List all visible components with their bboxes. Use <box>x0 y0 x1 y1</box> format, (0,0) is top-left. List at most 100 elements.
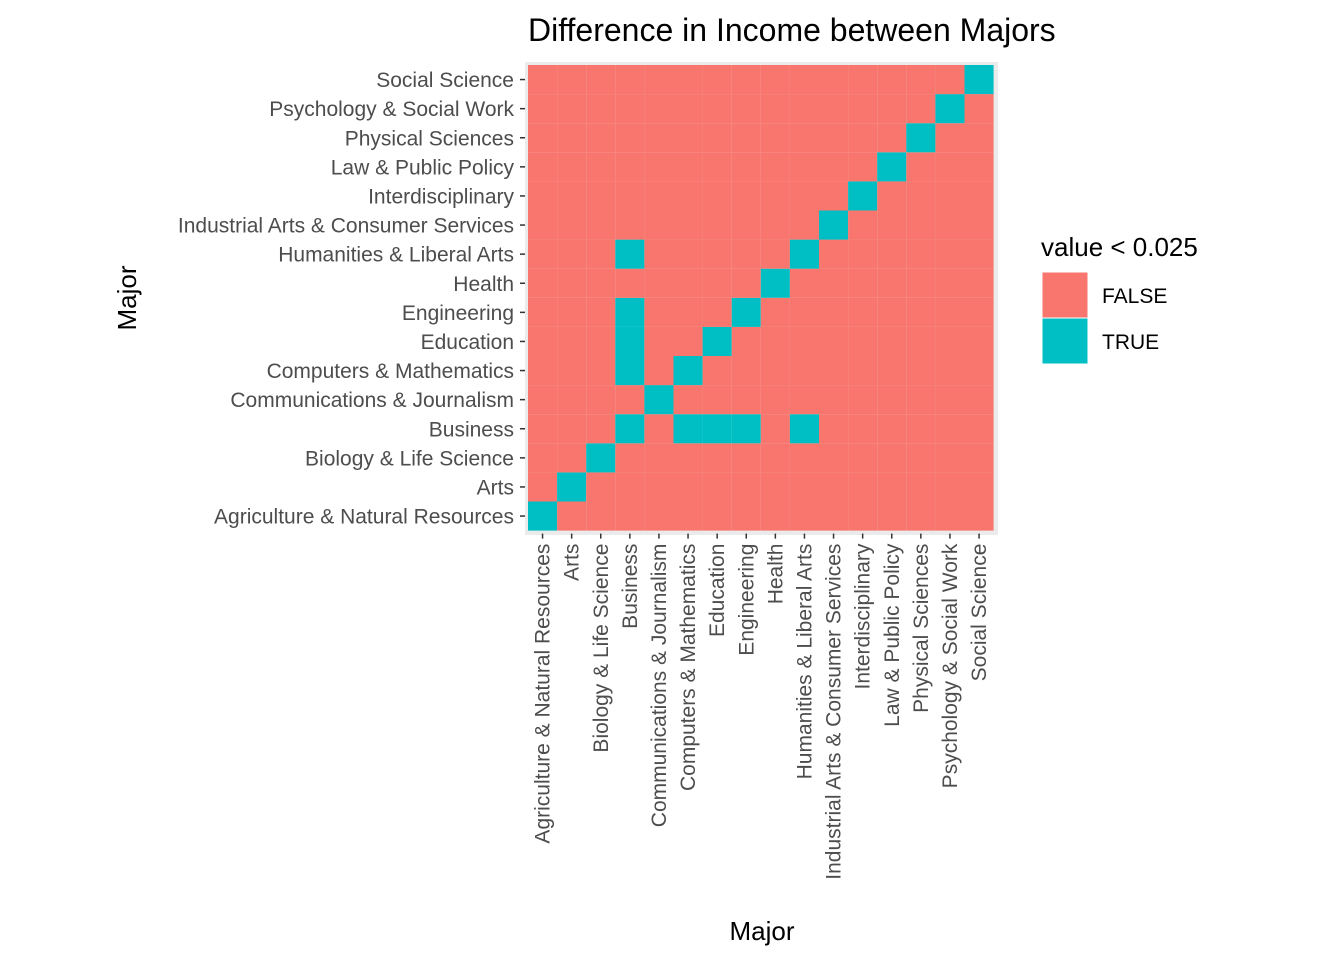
heatmap-cell <box>557 268 587 298</box>
heatmap-cell <box>964 356 994 386</box>
heatmap-cell <box>731 443 761 473</box>
heatmap-cell <box>528 501 558 531</box>
heatmap-cell <box>819 414 849 444</box>
heatmap-cell <box>702 297 732 327</box>
y-tick-label-computers-mathematics: Computers & Mathematics <box>267 360 514 383</box>
y-tick-label-social-science: Social Science <box>376 69 514 92</box>
x-tick-label-arts: Arts <box>561 544 584 581</box>
y-tick-label-law-public-policy: Law & Public Policy <box>331 156 515 179</box>
heatmap-cell <box>819 181 849 211</box>
heatmap-cell <box>557 181 587 211</box>
y-tick-label-business: Business <box>429 418 514 441</box>
heatmap-cell <box>848 385 878 415</box>
heatmap-cell <box>964 472 994 502</box>
heatmap-cell <box>877 443 907 473</box>
heatmap-cell <box>819 326 849 356</box>
legend-key-true <box>1041 317 1089 365</box>
heatmap-cell <box>964 268 994 298</box>
y-tick-label-psychology-social-work: Psychology & Social Work <box>269 98 514 121</box>
y-tick-label-education: Education <box>421 331 514 354</box>
heatmap-cell <box>819 210 849 240</box>
heatmap-cell <box>673 152 703 182</box>
heatmap-cell <box>528 385 558 415</box>
heatmap-cell <box>731 181 761 211</box>
x-tick-label-social-science: Social Science <box>968 544 991 682</box>
heatmap-cell <box>673 94 703 124</box>
heatmap-cell <box>586 414 616 444</box>
heatmap-cell <box>731 326 761 356</box>
heatmap-cell <box>760 297 790 327</box>
y-tick-label-communications-journalism: Communications & Journalism <box>230 389 514 412</box>
x-tick-label-computers-mathematics: Computers & Mathematics <box>677 544 700 791</box>
heatmap-cell <box>935 152 965 182</box>
heatmap-cell <box>702 181 732 211</box>
heatmap-cell <box>877 472 907 502</box>
heatmap-cell <box>906 268 936 298</box>
heatmap-cell <box>848 65 878 95</box>
heatmap-cell <box>819 94 849 124</box>
heatmap-cell <box>731 65 761 95</box>
heatmap-cell <box>935 501 965 531</box>
heatmap-cell <box>673 472 703 502</box>
heatmap-cell <box>557 239 587 269</box>
heatmap-cell <box>557 94 587 124</box>
heatmap-cell <box>819 65 849 95</box>
heatmap-cell <box>760 123 790 153</box>
heatmap-cell <box>906 239 936 269</box>
heatmap-cell <box>528 326 558 356</box>
heatmap-cell <box>789 443 819 473</box>
heatmap-cell <box>731 123 761 153</box>
x-tick-label-humanities-liberal-arts: Humanities & Liberal Arts <box>793 544 816 780</box>
heatmap-cell <box>848 268 878 298</box>
heatmap-cell <box>964 443 994 473</box>
heatmap-cell <box>848 501 878 531</box>
heatmap-cell <box>964 123 994 153</box>
heatmap-cell <box>964 385 994 415</box>
heatmap-cell <box>644 326 674 356</box>
heatmap-cell <box>848 210 878 240</box>
heatmap-cell <box>906 501 936 531</box>
heatmap-cell <box>935 65 965 95</box>
heatmap-cell <box>935 414 965 444</box>
heatmap-cell <box>615 152 645 182</box>
heatmap-cell <box>702 239 732 269</box>
heatmap-cell <box>906 181 936 211</box>
heatmap-cell <box>644 210 674 240</box>
heatmap-cell <box>760 356 790 386</box>
y-tick-label-industrial-arts-consumer-services: Industrial Arts & Consumer Services <box>178 215 514 238</box>
heatmap-cell <box>615 181 645 211</box>
heatmap-cell <box>877 181 907 211</box>
heatmap-cell <box>557 326 587 356</box>
heatmap-cell <box>819 385 849 415</box>
heatmap-cell <box>935 326 965 356</box>
heatmap-cell <box>906 152 936 182</box>
heatmap-cell <box>528 414 558 444</box>
y-tick-label-biology-life-science: Biology & Life Science <box>305 447 514 470</box>
heatmap-cell <box>528 94 558 124</box>
heatmap-cell <box>528 181 558 211</box>
heatmap-cell <box>615 356 645 386</box>
heatmap-cell <box>644 414 674 444</box>
heatmap-cell <box>731 385 761 415</box>
legend-title: value < 0.025 <box>1041 232 1198 262</box>
x-tick-label-education: Education <box>706 544 729 637</box>
heatmap-cell <box>935 210 965 240</box>
heatmap-cell <box>789 181 819 211</box>
y-axis-ticks: Agriculture & Natural Resources Arts Biolo… <box>178 69 525 529</box>
heatmap-cell <box>528 123 558 153</box>
y-tick-label-interdisciplinary: Interdisciplinary <box>368 185 514 208</box>
heatmap-cell <box>877 210 907 240</box>
heatmap-cell <box>586 472 616 502</box>
heatmap-cell <box>906 297 936 327</box>
heatmap-cell <box>644 501 674 531</box>
heatmap-cell <box>557 501 587 531</box>
legend-key-false <box>1041 271 1089 319</box>
heatmap-cell <box>789 385 819 415</box>
heatmap-cell <box>528 65 558 95</box>
heatmap-cell <box>615 239 645 269</box>
heatmap-cell <box>615 385 645 415</box>
heatmap-cell <box>702 123 732 153</box>
heatmap-cell <box>615 297 645 327</box>
heatmap-cell <box>819 501 849 531</box>
legend-label-true: TRUE <box>1102 331 1159 354</box>
